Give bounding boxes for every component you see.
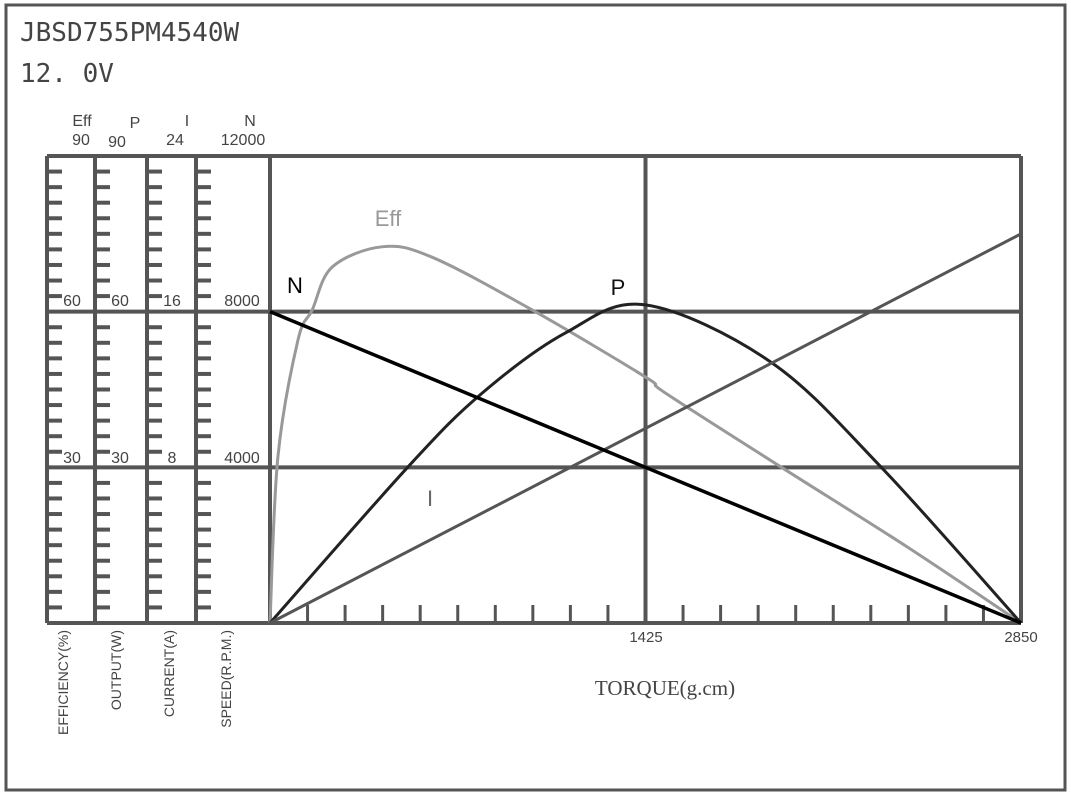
y-axis-head-eff: Eff	[72, 113, 92, 130]
y-tick-label-n: 12000	[221, 132, 266, 149]
y-tick-label-eff: 30	[63, 450, 81, 467]
y-tick-label-p: 60	[111, 293, 129, 310]
y-tick-label-eff: 60	[63, 293, 81, 310]
y-axis-head-n: N	[244, 113, 256, 130]
y-tick-label-n: 4000	[224, 450, 260, 467]
series-label-p: P	[611, 275, 626, 300]
model-title: JBSD755PM4540W	[20, 18, 239, 48]
series-line-eff	[268, 244, 1022, 625]
y-axis-label-i: CURRENT(A)	[161, 630, 177, 717]
y-tick-label-n: 8000	[224, 293, 260, 310]
y-tick-label-eff: 90	[72, 132, 90, 149]
series-line-i	[269, 232, 1022, 625]
y-tick-label-i: 16	[163, 293, 181, 310]
y-axis-label-eff: EFFICIENCY(%)	[55, 630, 71, 735]
series-line-n	[269, 310, 1022, 625]
series-label-n: N	[287, 273, 303, 298]
y-tick-label-i: 24	[166, 132, 184, 149]
y-axis-label-p: OUTPUT(W)	[108, 630, 124, 710]
voltage-label: 12. 0V	[20, 59, 114, 89]
series-line-p	[268, 302, 1023, 625]
y-tick-label-i: 8	[168, 450, 177, 467]
y-tick-label-p: 90	[108, 134, 126, 151]
y-tick-label-p: 30	[111, 450, 129, 467]
x-tick-label-2850: 2850	[1004, 629, 1037, 646]
chart-frame	[4, 3, 1067, 792]
y-axis-head-p: P	[130, 115, 141, 132]
series-label-eff: Eff	[375, 206, 402, 231]
x-tick-label-1425: 1425	[629, 629, 662, 646]
series-label-i: I	[427, 486, 433, 511]
y-axis-head-i: I	[185, 113, 189, 130]
x-axis-label: TORQUE(g.cm)	[595, 676, 735, 700]
y-axis-label-n: SPEED(R.P.M.)	[218, 630, 234, 728]
